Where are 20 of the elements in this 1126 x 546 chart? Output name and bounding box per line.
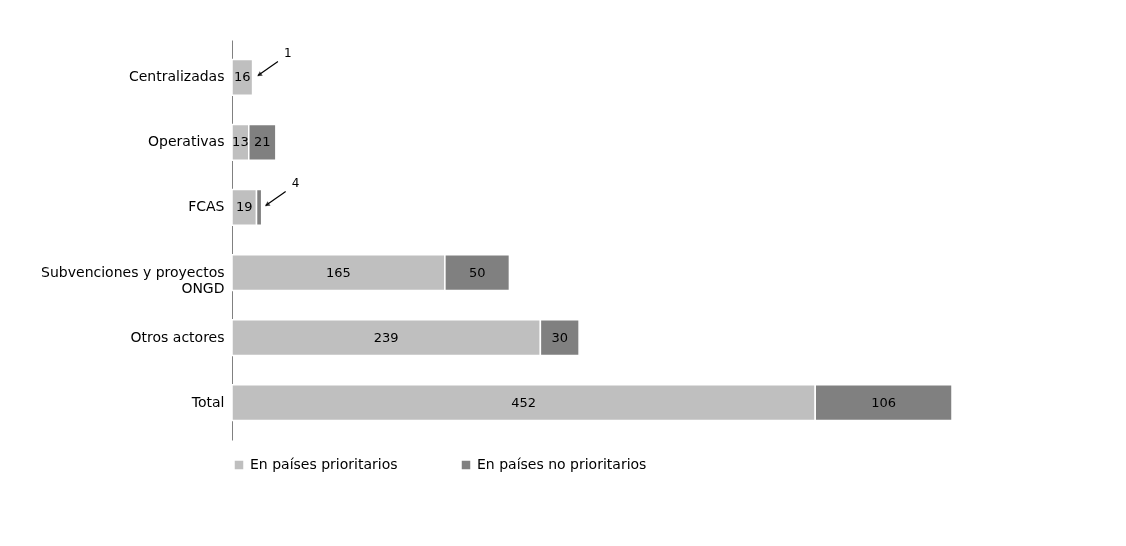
legend-label: En países no prioritarios [477, 456, 647, 472]
legend-label: En países prioritarios [250, 456, 398, 472]
data-label: 50 [468, 264, 486, 280]
annotation: 4 [291, 176, 300, 191]
annotation: 1 [284, 46, 292, 61]
y-tick-label: Subvenciones y proyectos ONGD [41, 263, 225, 296]
data-label: 13 [232, 134, 249, 150]
y-tick-label: Operativas [148, 133, 225, 150]
data-label: 452 [511, 394, 537, 410]
data-label: 239 [373, 329, 399, 345]
y-tick-label: Otros actores [130, 328, 225, 345]
data-label: 30 [551, 329, 569, 345]
data-label: 16 [234, 69, 251, 85]
data-label: 165 [326, 264, 351, 280]
y-tick-label: Total [190, 393, 225, 410]
y-tick-label: FCAS [188, 198, 225, 215]
data-label: 21 [254, 134, 271, 150]
data-label: 19 [235, 199, 253, 215]
y-tick-label: Centralizadas [128, 68, 225, 85]
data-label: 106 [871, 394, 897, 410]
